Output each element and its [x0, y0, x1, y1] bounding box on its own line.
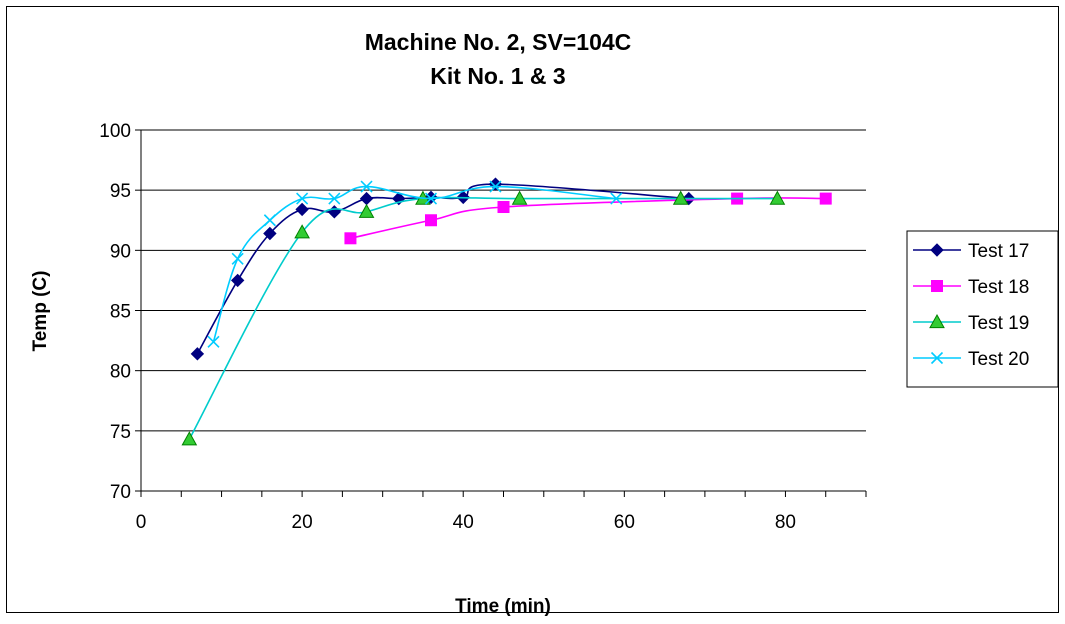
data-point-test-19 — [294, 224, 310, 239]
y-tick-label: 70 — [110, 482, 131, 503]
legend-label-test-17: Test 17 — [968, 241, 1029, 262]
data-point-test-20 — [263, 214, 276, 227]
y-tick-label: 75 — [110, 422, 131, 443]
data-point-test-19 — [358, 203, 375, 218]
data-point-test-20 — [610, 192, 623, 205]
data-point-test-20 — [231, 252, 244, 265]
data-point-test-17 — [230, 273, 245, 288]
data-point-test-20 — [489, 180, 502, 193]
legend: Test 17 Test 18 Test 19 Test 20 — [906, 230, 1059, 388]
gridlines — [141, 129, 866, 432]
y-tick-label: 100 — [99, 121, 131, 142]
data-point-test-20 — [328, 192, 341, 205]
data-point-test-18 — [819, 192, 832, 205]
x-tick-label: 40 — [453, 512, 474, 533]
legend-label-test-18: Test 18 — [968, 277, 1029, 298]
data-point-test-19 — [511, 190, 528, 205]
chart-title-line-1: Machine No. 2, SV=104C — [365, 29, 632, 55]
legend-label-test-20: Test 20 — [968, 349, 1029, 370]
legend-marker-test-19 — [929, 313, 945, 329]
x-tick-label: 0 — [136, 512, 147, 533]
series-test-20 — [207, 180, 623, 348]
data-point-test-20 — [424, 192, 438, 205]
x-tick-label: 20 — [292, 512, 313, 533]
y-axis-title: Temp (C) — [30, 271, 51, 352]
data-point-test-19 — [181, 431, 198, 446]
x-tick-label: 80 — [775, 512, 796, 533]
x-axis-title: Time (min) — [455, 596, 551, 617]
chart-title-line-2: Kit No. 1 & 3 — [430, 63, 565, 89]
data-point-test-17 — [295, 202, 309, 217]
data-point-test-19 — [672, 190, 689, 205]
data-point-test-20 — [360, 180, 373, 193]
legend-marker-test-18 — [931, 280, 943, 292]
data-point-test-18 — [497, 201, 510, 214]
y-tick-label: 90 — [110, 241, 131, 262]
legend-label-test-19: Test 19 — [968, 313, 1029, 334]
legend-box — [906, 230, 1059, 388]
data-point-test-18 — [425, 214, 437, 227]
series-layer — [181, 177, 832, 446]
legend-marker-test-20 — [930, 351, 944, 365]
x-tick-label: 60 — [614, 512, 635, 533]
y-tick-label: 95 — [110, 181, 131, 202]
data-point-test-17 — [190, 347, 205, 361]
y-tick-label: 80 — [110, 362, 131, 383]
y-tick-label: 85 — [110, 302, 131, 323]
chart-border — [6, 6, 1059, 613]
series-line-test-17 — [196, 183, 689, 355]
data-point-test-20 — [296, 192, 309, 205]
legend-marker-test-17 — [930, 243, 944, 257]
data-point-test-18 — [344, 232, 357, 245]
data-point-test-20 — [207, 335, 220, 348]
axes: 70 75 80 85 90 95 100 0 20 40 60 80 — [99, 121, 867, 533]
data-point-test-19 — [769, 190, 786, 205]
data-point-test-17 — [263, 226, 277, 241]
